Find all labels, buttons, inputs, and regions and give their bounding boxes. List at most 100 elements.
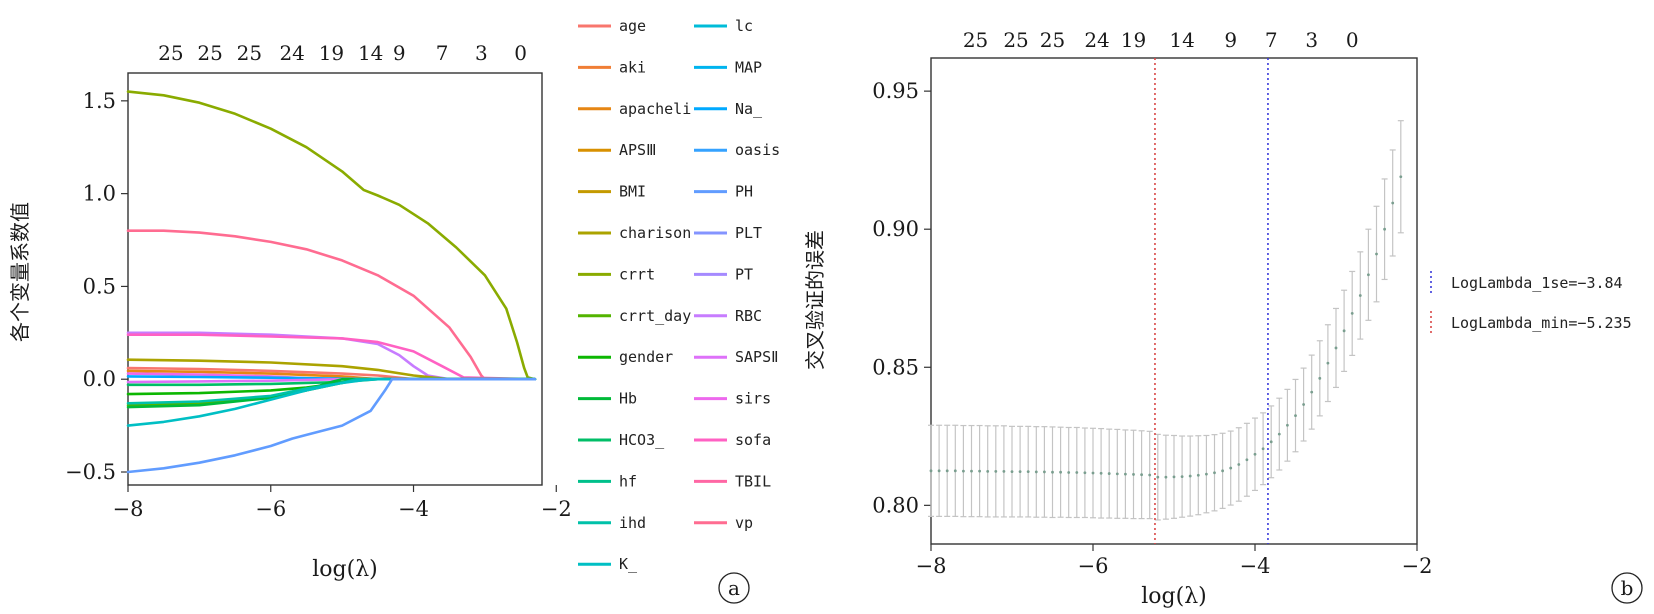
panel-b-cv-point <box>1213 471 1216 475</box>
panel-a-x-tick-label: −6 <box>255 497 286 521</box>
panel-b-top-tick-label: 0 <box>1346 28 1359 52</box>
panel-b-cv-point <box>1115 472 1119 476</box>
panel-b-cv-point <box>1375 252 1378 256</box>
panel-b-top-tick-label: 24 <box>1084 28 1109 52</box>
panel-a-legend-label: MAP <box>735 58 762 76</box>
panel-a-legend-label: lc <box>735 17 753 35</box>
panel-a-x-tick-label: −2 <box>541 497 572 521</box>
panel-b-cv-point <box>1067 471 1071 474</box>
panel-a-legend-label: aki <box>619 58 646 76</box>
panel-a-y-tick-label: 1.0 <box>83 182 116 206</box>
panel-b-cv-point <box>1350 312 1354 315</box>
panel-a-series-line <box>126 377 537 405</box>
panel-a-legend-label: vp <box>735 514 753 532</box>
panel-a-series-line <box>126 90 537 381</box>
panel-b-x-tick-label: −4 <box>1240 554 1271 578</box>
panel-a-y-tick-label: −0.5 <box>65 460 116 484</box>
panel-b-axes: −8 −6 −4 −2 0.80 0.85 0.90 0.95 25 25 25 24 19 14 9 7 3 0 <box>872 28 1432 578</box>
panel-b-cv-point <box>937 469 941 473</box>
panel-b-top-tick-label: 25 <box>963 28 988 52</box>
panel-b-cv-point <box>978 469 981 473</box>
panel-b-x-tick-label: −8 <box>916 554 947 578</box>
panel-a-y-tick-label: 0.0 <box>83 367 116 391</box>
panel-a-legend-label: PH <box>735 183 753 201</box>
panel-b-cv-point <box>1059 470 1062 474</box>
panel-b-cv-point <box>1002 469 1006 473</box>
panel-a-legend-label: PT <box>735 265 753 283</box>
panel-a-legend-label: Na_ <box>735 100 763 118</box>
panel-b-cv-point <box>1391 201 1395 205</box>
panel-b-y-axis-title: 交叉验证的误差 <box>803 230 827 370</box>
panel-a-legend-label: gender <box>619 348 673 366</box>
panel-a-legend-label: SAPSⅡ <box>735 348 779 366</box>
panel-a-legend-label: charison <box>619 224 691 242</box>
panel-a-x-tick-label: −8 <box>113 497 144 521</box>
panel-b-cv-point <box>1205 472 1208 476</box>
panel-b-label: b <box>1621 576 1634 600</box>
panel-a-top-tick-label: 25 <box>197 41 222 65</box>
panel-b-cv-point <box>1188 474 1192 478</box>
panel-a-chart: log(λ) 各个变量系数值 −8 −6 −4 −2 −0.5 0.0 0.5 1.0 1.5 2… <box>8 17 780 604</box>
panel-b-cv-point <box>1399 175 1403 179</box>
panel-b-top-tick-label: 25 <box>1003 28 1028 52</box>
panel-b-legend-label: LogLambda_1se=−3.84 <box>1451 274 1623 292</box>
panel-b-y-tick-label: 0.85 <box>872 355 919 379</box>
panel-b-cv-point <box>1172 475 1176 479</box>
panel-a-coefficient-paths <box>126 90 537 474</box>
panel-b-y-tick-label: 0.80 <box>872 493 919 517</box>
panel-b-cv-point <box>1196 473 1200 477</box>
panel-a-legend-label: sirs <box>735 390 771 408</box>
panel-a-series-line <box>126 229 537 381</box>
panel-b-cv-point <box>1294 414 1297 417</box>
panel-a-legend-label: oasis <box>735 141 780 159</box>
panel-a-legend-label: HCO3_ <box>619 431 665 449</box>
panel-b-cv-point <box>1018 470 1022 474</box>
panel-a-legend-label: PLT <box>735 224 762 242</box>
panel-b-cv-point <box>1164 475 1168 479</box>
panel-b-top-tick-label: 19 <box>1121 28 1146 52</box>
panel-b-top-tick-label: 3 <box>1305 28 1318 52</box>
panel-b-cv-point <box>1383 227 1386 231</box>
panel-b-cv-point <box>1334 346 1338 350</box>
panel-b-cv-point <box>1083 471 1087 475</box>
panel-a-x-axis-title: log(λ) <box>312 557 377 582</box>
panel-b-cv-point <box>953 469 957 473</box>
panel-b-cv-point <box>1075 471 1079 474</box>
panel-a-legend-label: APSⅢ <box>619 141 656 159</box>
panel-b-cv-point <box>1140 473 1143 477</box>
panel-a-y-tick-label: 1.5 <box>83 89 116 113</box>
panel-b-cv-point <box>1358 294 1362 297</box>
panel-b-cv-point <box>1010 470 1014 474</box>
panel-a-top-tick-label: 25 <box>237 41 262 65</box>
panel-a-legend-label: Hb <box>619 390 637 408</box>
panel-b-cv-point <box>1326 361 1330 365</box>
panel-a-y-axis-title: 各个变量系数值 <box>8 202 32 342</box>
panel-a-x-tick-label: −4 <box>398 497 429 521</box>
panel-a-top-tick-label: 3 <box>475 41 488 65</box>
panel-b-cv-point <box>1245 458 1249 462</box>
panel-a-plot-frame <box>127 72 543 486</box>
panel-a-legend-label: ihd <box>619 514 646 532</box>
panel-b-y-tick-label: 0.95 <box>872 79 919 103</box>
panel-a-label: a <box>728 576 740 600</box>
panel-b-cv-point <box>970 469 973 473</box>
panel-a-top-tick-label: 25 <box>158 41 183 65</box>
panel-b-cv-point <box>1269 440 1273 444</box>
panel-b-cv-point <box>1229 466 1233 470</box>
panel-a-legend-label: sofa <box>735 431 771 449</box>
panel-b-cv-point <box>1099 471 1103 475</box>
panel-b-top-tick-label: 7 <box>1265 28 1278 52</box>
panel-a-legend-label: apacheli <box>619 100 691 118</box>
panel-b-cv-point <box>1302 403 1305 406</box>
panel-b-x-tick-label: −2 <box>1402 554 1433 578</box>
panel-a-legend-label: hf <box>619 472 637 490</box>
panel-b-cv-point <box>1107 472 1111 475</box>
panel-b-error-bars <box>928 120 1404 521</box>
panel-a-top-tick-label: 9 <box>393 41 406 65</box>
panel-a-legend-label: TBIL <box>735 472 771 490</box>
panel-b-cv-point <box>994 469 998 473</box>
panel-a-series-line <box>126 377 537 427</box>
panel-b-cv-point <box>1342 329 1346 333</box>
panel-a-top-tick-label: 24 <box>279 41 304 65</box>
